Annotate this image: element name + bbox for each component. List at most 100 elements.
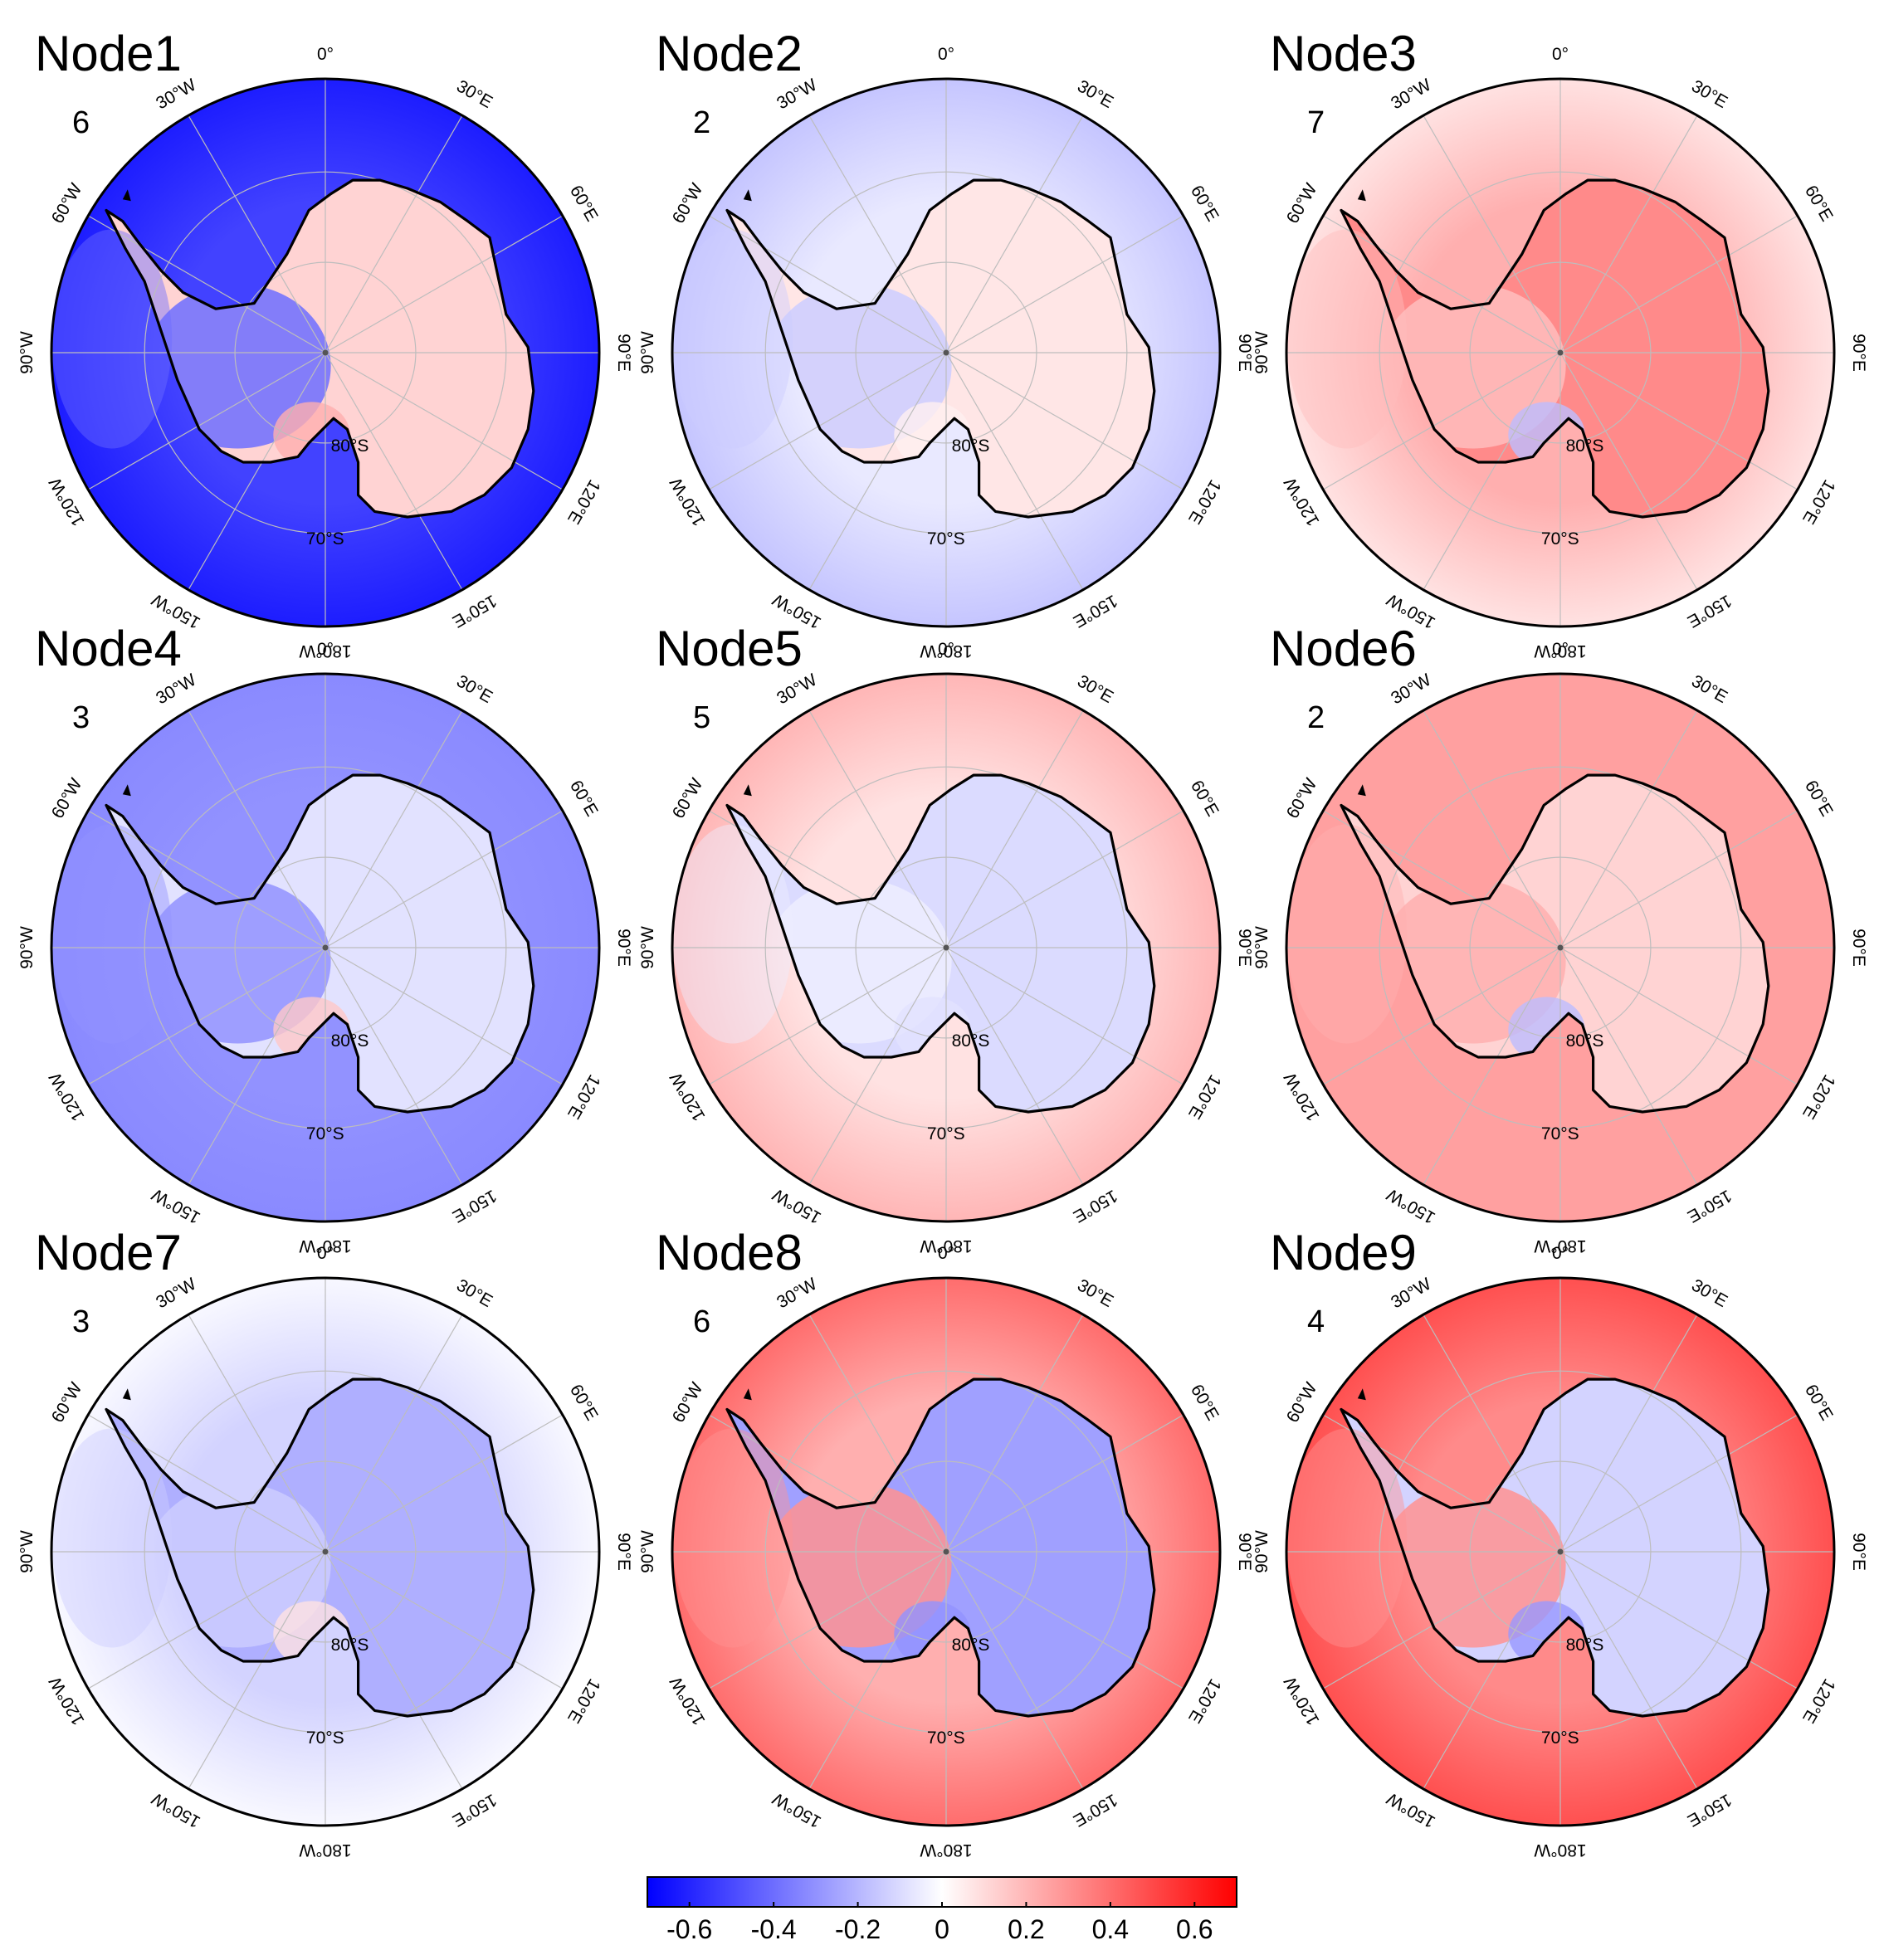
lat-label-70s: 70°S xyxy=(927,1728,965,1748)
map-node7 xyxy=(51,1278,599,1826)
lon-label: 120°E xyxy=(1184,476,1225,527)
lat-label-70s: 70°S xyxy=(1541,529,1579,549)
lat-label-70s: 70°S xyxy=(927,529,965,549)
lon-label: 180°W xyxy=(1534,1841,1586,1860)
node-title: Node9 xyxy=(1270,1225,1417,1280)
lon-label: 120°E xyxy=(1799,1071,1839,1122)
lon-label: 150°W xyxy=(1384,1788,1438,1831)
coastline xyxy=(725,773,1156,1114)
coastline xyxy=(105,773,535,1114)
bellingshausen-field xyxy=(1286,824,1408,1044)
coastline xyxy=(1340,1377,1770,1718)
lat-label-80s: 80°S xyxy=(1566,436,1604,456)
lon-label: 150°E xyxy=(1684,1186,1735,1226)
node-count: 2 xyxy=(693,105,710,140)
lon-label: 120°E xyxy=(1799,476,1839,527)
lon-label: 90°E xyxy=(614,334,633,372)
west-antarctica-field xyxy=(1379,1483,1566,1648)
coastline xyxy=(725,178,1156,519)
lat-label-80s: 80°S xyxy=(331,436,369,456)
lon-label: 150°W xyxy=(149,1788,203,1831)
lon-label: 180°W xyxy=(299,1841,351,1860)
lon-label: 90°E xyxy=(1849,1533,1868,1571)
colorbar: -0.6 -0.4 -0.2 0 0.2 0.4 0.6 xyxy=(647,1876,1237,1944)
lon-label: 120°W xyxy=(1281,474,1324,529)
coastline xyxy=(1340,178,1770,519)
lon-label: 90°W xyxy=(1252,331,1271,374)
lon-label: 30°E xyxy=(1074,76,1116,112)
lat-label-70s: 70°S xyxy=(306,1728,344,1748)
lon-label: 90°W xyxy=(17,1530,37,1573)
island-mark xyxy=(1357,189,1366,202)
lon-label: 150°E xyxy=(1684,1790,1735,1831)
lon-label: 60°W xyxy=(669,775,707,822)
lat-label-80s: 80°S xyxy=(952,1636,990,1655)
bellingshausen-field xyxy=(51,229,173,449)
lon-label: 90°E xyxy=(1849,929,1868,967)
node-count: 3 xyxy=(72,700,90,735)
lon-label: 60°W xyxy=(48,775,86,822)
lon-label: 0° xyxy=(938,45,954,64)
lon-label: 90°E xyxy=(1235,1533,1254,1571)
node-count: 4 xyxy=(1307,1304,1325,1339)
south-pole-dot xyxy=(1557,1548,1564,1555)
lon-label: 120°W xyxy=(666,474,710,529)
lon-label: 30°E xyxy=(1688,76,1730,112)
node-title: Node3 xyxy=(1270,26,1417,81)
west-antarctica-field xyxy=(144,284,331,449)
lon-label: 120°E xyxy=(1799,1675,1839,1726)
west-antarctica-field xyxy=(1379,879,1566,1044)
lon-label: 180°W xyxy=(299,641,351,661)
lon-label: 120°W xyxy=(46,1069,89,1124)
lat-label-80s: 80°S xyxy=(952,436,990,456)
panel-node5: 0° 30°E 60°E 90°E 120°E 150°E 180°W 150°W 120°W 9… xyxy=(638,621,1254,1255)
node-title: Node7 xyxy=(35,1225,182,1280)
west-antarctica-field xyxy=(144,879,331,1044)
lon-label: 60°E xyxy=(1187,1382,1223,1424)
island-mark xyxy=(743,1388,752,1401)
south-pole-dot xyxy=(943,349,949,356)
lon-label: 60°W xyxy=(669,180,707,227)
lon-label: 60°E xyxy=(1801,1382,1837,1424)
map-border xyxy=(671,672,1222,1223)
map-border xyxy=(671,1276,1222,1827)
south-pole-dot xyxy=(322,349,329,356)
lon-label: 0° xyxy=(317,1244,334,1263)
lon-label: 30°E xyxy=(1688,1275,1730,1311)
lon-label: 0° xyxy=(1552,640,1569,659)
island-mark xyxy=(743,189,752,202)
lon-label: 150°W xyxy=(149,1184,203,1227)
graticule xyxy=(672,674,1220,1221)
lon-label: 180°W xyxy=(920,1236,972,1255)
lon-label: 150°E xyxy=(1070,591,1120,631)
lon-label: 60°E xyxy=(1801,183,1837,225)
lon-label: 120°E xyxy=(1184,1071,1225,1122)
lon-label: 90°W xyxy=(17,926,37,969)
island-mark xyxy=(1357,1388,1366,1401)
island-mark xyxy=(1357,784,1366,797)
island-mark xyxy=(122,1388,131,1401)
graticule xyxy=(1286,79,1834,627)
lon-label: 60°E xyxy=(566,1382,602,1424)
bellingshausen-field xyxy=(672,1428,793,1648)
lon-label: 30°E xyxy=(1074,1275,1116,1311)
map-border xyxy=(1285,77,1836,628)
lon-label: 120°E xyxy=(564,1071,604,1122)
colorbar-tick-label: -0.2 xyxy=(835,1914,881,1944)
node-count: 3 xyxy=(72,1304,90,1339)
lon-label: 150°E xyxy=(449,591,500,631)
panel-node8: 0° 30°E 60°E 90°E 120°E 150°E 180°W 150°W 120°W 9… xyxy=(638,1225,1254,1860)
graticule xyxy=(1286,1278,1834,1826)
colorbar-tick-label: 0.4 xyxy=(1092,1914,1129,1944)
panel-node1: 0°30°E60°E90°E120°E150°E180°W150°W120°W9… xyxy=(17,26,633,661)
lon-label: 30°E xyxy=(1688,671,1730,707)
lon-label: 60°W xyxy=(1283,180,1321,227)
map-node3 xyxy=(1286,79,1834,627)
south-pole-dot xyxy=(322,944,329,951)
map-border xyxy=(1285,1276,1836,1827)
lon-label: 150°W xyxy=(769,1184,824,1227)
lon-label: 60°W xyxy=(48,180,86,227)
lon-label: 180°W xyxy=(920,1841,972,1860)
panel-node4: 0° 30°E 60°E 90°E 120°E 150°E 180°W 150°W 120°W 9… xyxy=(17,621,633,1255)
map-border xyxy=(50,672,601,1223)
